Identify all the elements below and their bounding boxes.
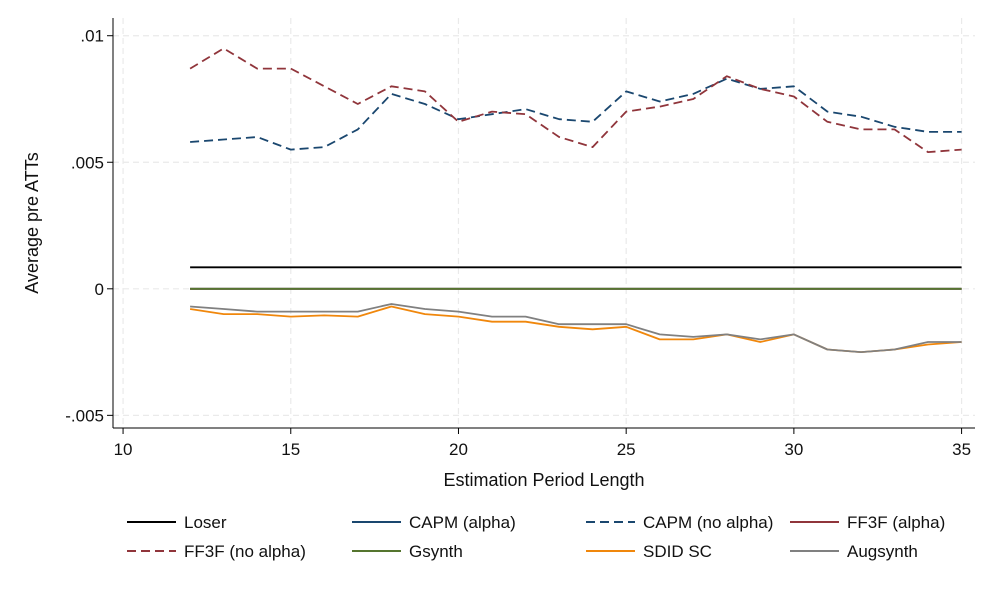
x-tick-label-4: 30 <box>784 440 803 459</box>
series-line-ff3f-no-alpha <box>189 47 962 154</box>
x-tick-label-0: 10 <box>114 440 133 459</box>
legend: Loser CAPM (alpha) CAPM (no alpha) FF3F (al… <box>127 513 945 561</box>
x-tick-label-3: 25 <box>617 440 636 459</box>
x-tick-label-2: 20 <box>449 440 468 459</box>
y-tick-label-1: 0 <box>95 280 104 299</box>
axes: -.005 0 .005 .01 10 15 20 25 30 35 <box>65 18 975 459</box>
y-tick-label-0: -.005 <box>65 406 104 425</box>
series-line-capm-no-alpha <box>190 77 962 151</box>
series-lines <box>189 47 962 354</box>
x-tick-label-5: 35 <box>952 440 971 459</box>
legend-label-ff3f-alpha: FF3F (alpha) <box>847 513 945 532</box>
legend-label-gsynth: Gsynth <box>409 542 463 561</box>
legend-label-sdid-sc: SDID SC <box>643 542 712 561</box>
y-tick-label-2: .005 <box>71 153 104 172</box>
legend-label-ff3f-no-alpha: FF3F (no alpha) <box>184 542 306 561</box>
legend-label-augsynth: Augsynth <box>847 542 918 561</box>
x-axis-title: Estimation Period Length <box>443 470 644 490</box>
y-tick-label-3: .01 <box>80 27 104 46</box>
series-line-augsynth <box>190 303 962 354</box>
legend-label-capm-alpha: CAPM (alpha) <box>409 513 516 532</box>
y-axis-title: Average pre ATTs <box>22 152 42 293</box>
legend-label-loser: Loser <box>184 513 227 532</box>
legend-label-capm-no-alpha: CAPM (no alpha) <box>643 513 773 532</box>
x-tick-label-1: 15 <box>281 440 300 459</box>
